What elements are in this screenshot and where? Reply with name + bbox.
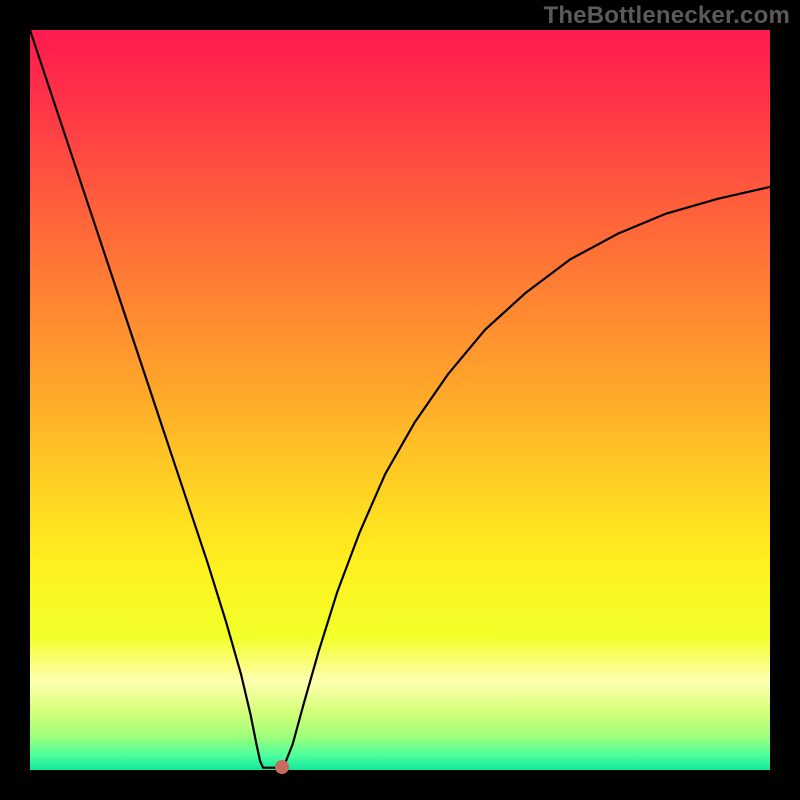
bottleneck-curve	[30, 30, 770, 770]
watermark-text: TheBottlenecker.com	[543, 2, 790, 30]
optimal-point-marker	[275, 760, 289, 774]
plot-area	[30, 30, 770, 770]
chart-frame: TheBottlenecker.com	[0, 0, 800, 800]
bottleneck-curve-path	[30, 30, 770, 768]
